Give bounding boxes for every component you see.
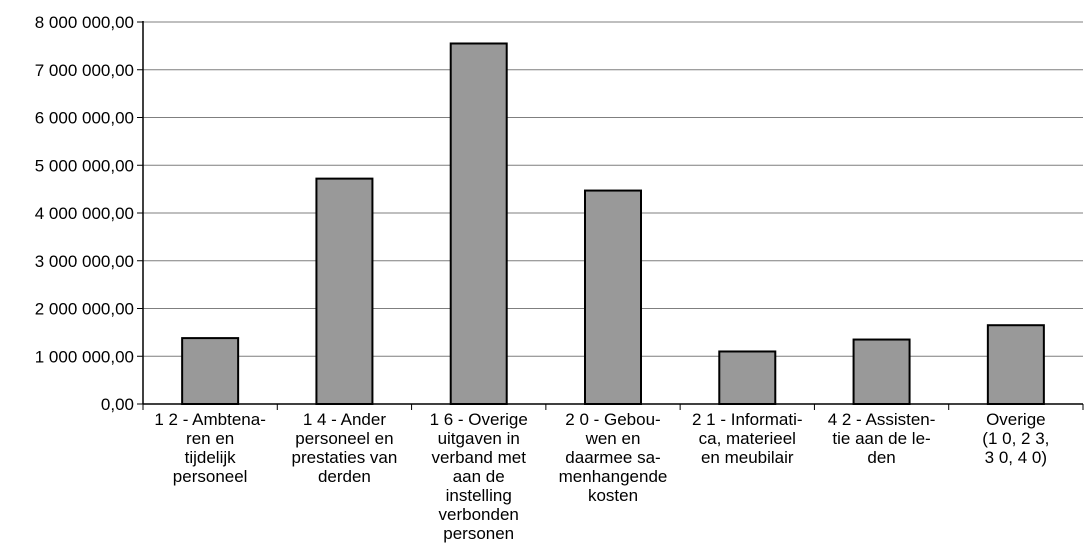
bar <box>584 189 642 405</box>
y-tick-label: 4 000 000,00 <box>35 204 134 223</box>
bar <box>718 350 777 406</box>
x-tick-label: 1 2 - Ambtena- ren en tijdelijk personee… <box>154 410 266 486</box>
bar <box>852 338 911 406</box>
y-tick-label: 3 000 000,00 <box>35 252 134 271</box>
y-tick-label: 5 000 000,00 <box>35 156 134 175</box>
x-tick-label: 1 6 - Overige uitgaven in verband met aa… <box>429 410 528 543</box>
x-tick-label: 2 0 - Gebou- wen en daarmee sa- menhange… <box>558 410 668 505</box>
y-tick-label: 1 000 000,00 <box>35 347 134 366</box>
bar <box>181 337 240 406</box>
y-tick-label: 8 000 000,00 <box>35 13 134 32</box>
x-tick-label: Overige (1 0, 2 3, 3 0, 4 0) <box>982 410 1050 467</box>
x-tick-label: 2 1 - Informati- ca, materieel en meubil… <box>692 410 803 467</box>
y-tick-label: 6 000 000,00 <box>35 109 134 128</box>
y-tick-label: 7 000 000,00 <box>35 61 134 80</box>
y-tick-labels: 0,00 1 000 000,00 2 000 000,00 3 000 000,00… <box>35 13 134 414</box>
y-tick-label: 0,00 <box>101 395 134 414</box>
bar <box>449 42 508 406</box>
y-tick-label: 2 000 000,00 <box>35 300 134 319</box>
x-tick-label: 4 2 - Assisten- tie aan de le- den <box>827 410 936 467</box>
axes <box>137 21 1084 410</box>
bar <box>315 177 374 405</box>
bars <box>181 42 1045 406</box>
x-tick-label: 1 4 - Ander personeel en prestaties van … <box>291 410 398 486</box>
bar <box>986 324 1045 405</box>
